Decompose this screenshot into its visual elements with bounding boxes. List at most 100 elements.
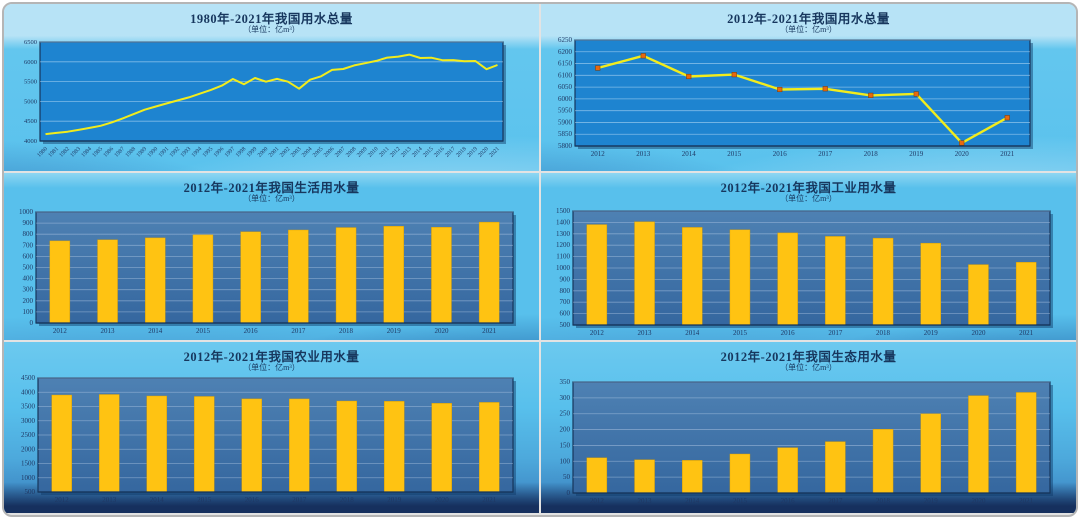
- bar: [49, 240, 71, 324]
- y-tick-label: 100: [560, 457, 571, 465]
- y-tick-label: 700: [560, 298, 571, 306]
- bar: [384, 401, 405, 493]
- y-tick-label: 900: [560, 275, 571, 283]
- marker: [1004, 115, 1010, 121]
- y-tick-label: 900: [23, 219, 34, 227]
- y-tick-label: 6100: [558, 71, 573, 79]
- line-markers: [595, 53, 1010, 146]
- y-tick-label: 150: [560, 441, 571, 449]
- y-tick-label: 6150: [558, 60, 573, 68]
- x-tick-label: 2016: [773, 150, 788, 158]
- x-tick-label: 2013: [102, 496, 117, 504]
- x-tick-label: 1997: [224, 146, 237, 159]
- x-tick-label: 2016: [245, 496, 260, 504]
- x-tick-label: 2013: [638, 329, 653, 337]
- y-tick-label: 4000: [21, 388, 36, 396]
- marker: [731, 72, 737, 78]
- panel-domestic-water: 2012年-2021年我国生活用水量 （单位：亿m³） 0 100 200 300 40…: [4, 173, 539, 340]
- x-tick-label: 2002: [279, 146, 292, 159]
- x-tick-label: 1992: [169, 146, 182, 159]
- x-tick-label: 2021: [1019, 329, 1034, 337]
- x-tick-label: 2020: [477, 146, 490, 159]
- bar: [194, 396, 215, 493]
- bar: [240, 231, 261, 324]
- y-tick-label: 300: [23, 286, 34, 294]
- y-tick-label: 1400: [556, 218, 571, 226]
- chart-title: 2012年-2021年我国农业用水量: [183, 350, 360, 364]
- bar: [431, 403, 452, 493]
- bar: [479, 402, 500, 493]
- x-axis-labels: 1980198119821983198419851986198719881989…: [36, 146, 500, 159]
- x-tick-label: 2014: [685, 329, 700, 337]
- chart-title: 2012年-2021年我国用水总量: [727, 12, 890, 26]
- x-tick-label: 2019: [924, 497, 939, 505]
- y-tick-label: 5800: [558, 142, 573, 150]
- y-tick-label: 800: [560, 287, 571, 295]
- x-tick-label: 2015: [197, 496, 212, 504]
- x-tick-label: 2017: [291, 327, 306, 335]
- x-tick-label: 1989: [136, 146, 149, 159]
- x-tick-label: 2014: [685, 497, 700, 505]
- x-tick-label: 2018: [864, 150, 879, 158]
- marker: [822, 86, 828, 92]
- y-tick-label: 6500: [24, 39, 37, 46]
- bar: [825, 441, 846, 494]
- y-tick-label: 1200: [556, 241, 571, 249]
- bar: [634, 459, 655, 494]
- y-tick-label: 600: [560, 310, 571, 318]
- x-tick-label: 2018: [876, 329, 891, 337]
- bar: [729, 229, 751, 326]
- x-tick-label: 2019: [387, 496, 402, 504]
- series-line: [45, 53, 498, 136]
- x-tick-label: 1985: [92, 146, 105, 159]
- bar: [145, 237, 166, 324]
- y-tick-label: 4500: [21, 374, 36, 382]
- chart-title: 2012年-2021年我国生活用水量: [183, 181, 360, 195]
- bar: [682, 227, 703, 326]
- x-tick-label: 2014: [411, 146, 424, 159]
- x-tick-label: 2009: [356, 146, 369, 159]
- bar: [682, 460, 703, 494]
- x-tick-label: 2013: [638, 497, 653, 505]
- chart-title: 2012年-2021年我国工业用水量: [720, 181, 897, 195]
- y-tick-label: 1000: [21, 474, 36, 482]
- x-axis-labels: 2012 2013 2014 2015 2016 2017 2018 2019 2020 2021: [590, 329, 1034, 337]
- y-tick-label: 6050: [558, 83, 573, 91]
- x-tick-label: 1993: [180, 146, 193, 159]
- y-tick-label: 300: [560, 394, 571, 402]
- x-tick-label: 2018: [339, 327, 354, 335]
- marker: [913, 91, 919, 97]
- x-tick-label: 2012: [591, 150, 606, 158]
- y-tick-label: 1300: [556, 230, 571, 238]
- x-tick-label: 2016: [244, 327, 259, 335]
- bar: [478, 221, 500, 324]
- x-tick-label: 2006: [323, 146, 336, 159]
- y-tick-label: 1000: [556, 264, 571, 272]
- x-tick-label: 2016: [781, 329, 796, 337]
- y-axis-labels: 4000 4500 5000 5500 6000 6500: [24, 39, 37, 145]
- bar: [634, 221, 655, 326]
- gridlines: [575, 39, 1030, 135]
- y-tick-label: 1500: [556, 207, 571, 215]
- x-tick-label: 2012: [55, 496, 70, 504]
- x-tick-label: 2004: [301, 146, 314, 159]
- bar: [288, 229, 309, 324]
- y-tick-label: 200: [23, 297, 34, 305]
- bar: [872, 237, 894, 326]
- y-tick-label: 0: [30, 319, 34, 327]
- y-tick-label: 6000: [558, 95, 573, 103]
- x-tick-label: 1995: [202, 146, 215, 159]
- bar: [146, 395, 167, 493]
- x-tick-label: 1998: [235, 146, 248, 159]
- bar: [586, 457, 608, 494]
- marker: [595, 65, 601, 71]
- x-tick-label: 2017: [828, 329, 843, 337]
- y-tick-label: 4000: [24, 138, 37, 145]
- x-tick-label: 2020: [955, 150, 970, 158]
- marker: [868, 92, 874, 98]
- x-tick-label: 2013: [101, 327, 116, 335]
- chart-subtitle: （单位：亿m³）: [780, 194, 837, 203]
- x-tick-label: 2021: [488, 146, 501, 159]
- x-tick-label: 1996: [213, 146, 226, 159]
